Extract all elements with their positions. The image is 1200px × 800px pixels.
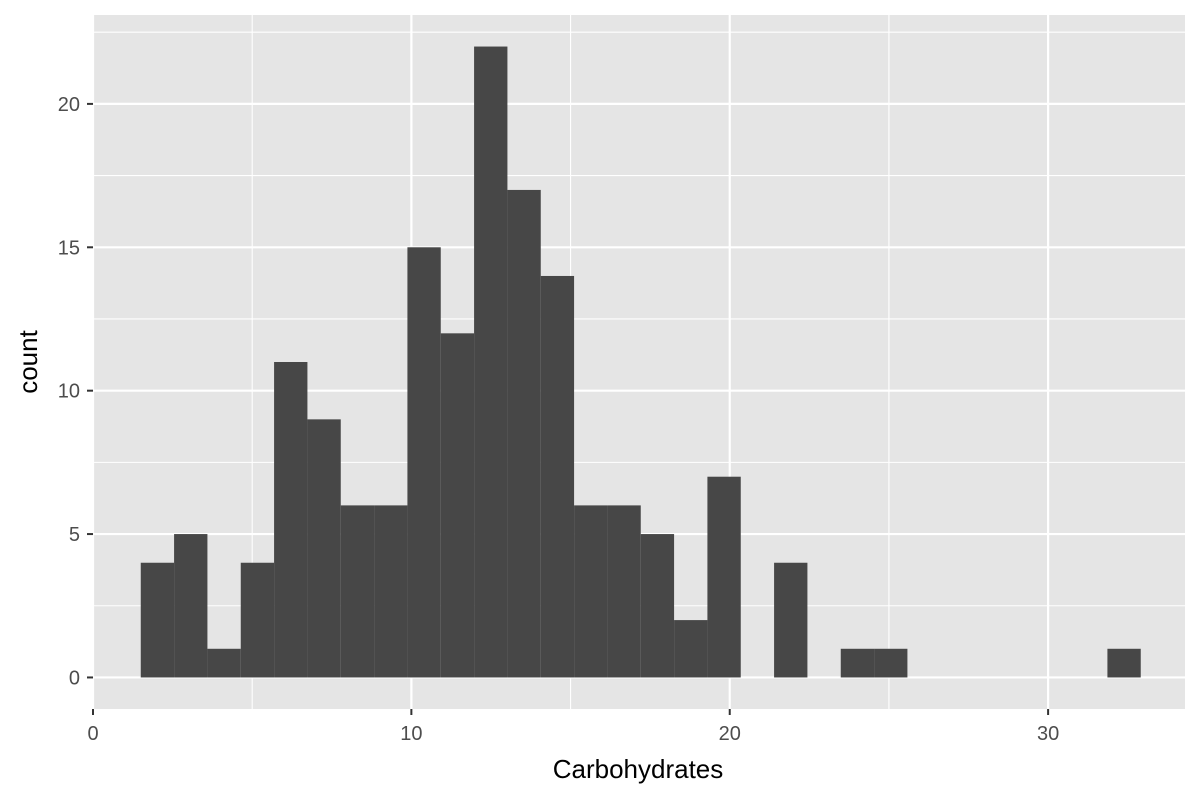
histogram-bar	[574, 505, 608, 678]
histogram-bar	[874, 648, 908, 678]
x-tick-label: 30	[1037, 723, 1059, 745]
histogram-bar	[374, 505, 408, 678]
x-axis-title: Carbohydrates	[553, 754, 724, 784]
histogram-bar	[174, 534, 208, 678]
x-tick-label: 10	[400, 723, 422, 745]
histogram-bar	[774, 562, 808, 678]
histogram-bar	[140, 562, 175, 678]
histogram-bar	[474, 46, 508, 678]
x-tick-label: 20	[719, 723, 741, 745]
histogram-bar	[674, 620, 708, 678]
histogram-bar	[240, 562, 275, 678]
histogram-bar	[1107, 648, 1141, 678]
y-tick-label: 20	[58, 94, 80, 116]
histogram-bar	[640, 534, 675, 678]
y-tick-label: 15	[58, 237, 80, 259]
histogram-bar	[840, 648, 875, 678]
histogram-bar	[274, 362, 308, 678]
histogram-bar	[207, 648, 241, 678]
histogram-bar	[607, 505, 641, 678]
y-tick-label: 5	[69, 524, 80, 546]
histogram-bar	[440, 333, 475, 678]
histogram-bars	[140, 46, 1141, 678]
x-tick-label: 0	[87, 723, 98, 745]
y-axis-title: count	[13, 329, 43, 393]
histogram-bar	[407, 247, 441, 678]
histogram-bar	[707, 476, 741, 678]
histogram-bar	[507, 189, 541, 678]
y-tick-label: 10	[58, 381, 80, 403]
histogram-bar	[307, 419, 341, 678]
y-axis: 0 5 10 15 20	[58, 94, 93, 689]
histogram-bar	[540, 275, 575, 678]
x-axis: 0 10 20 30	[87, 709, 1059, 745]
y-tick-label: 0	[69, 667, 80, 689]
histogram-bar	[340, 505, 375, 678]
